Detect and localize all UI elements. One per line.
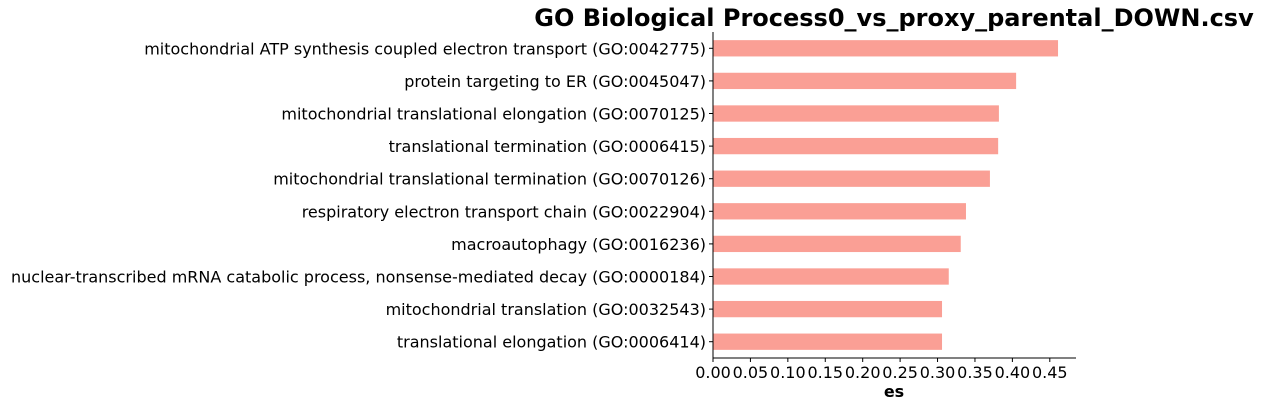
category-label: mitochondrial translation (GO:0032543) [386, 300, 706, 319]
bar [713, 170, 990, 187]
chart-title: GO Biological Process0_vs_proxy_parental… [534, 4, 1254, 32]
category-label: nuclear-transcribed mRNA catabolic proce… [11, 268, 706, 287]
bar [713, 40, 1059, 57]
bar [713, 235, 961, 253]
bar [713, 300, 943, 318]
x-tick-label: 0.25 [882, 363, 918, 382]
category-label: mitochondrial translational termination … [273, 170, 706, 189]
bar [713, 72, 1017, 90]
category-label: mitochondrial ATP synthesis coupled elec… [144, 39, 706, 58]
x-tick-label: 0.40 [995, 363, 1031, 382]
x-tick-label: 0.45 [1032, 363, 1068, 382]
category-label: protein targeting to ER (GO:0045047) [404, 72, 706, 91]
x-tick-label: 0.00 [695, 363, 731, 382]
bar [713, 268, 949, 285]
category-label: translational termination (GO:0006415) [389, 137, 706, 156]
bar [713, 203, 966, 220]
bars-group [713, 40, 1059, 350]
x-tick-label: 0.35 [957, 363, 993, 382]
x-tick-label: 0.20 [845, 363, 881, 382]
x-ticks: 0.00 0.05 0.10 0.15 0.20 0.25 0.30 0.35 0.40 0.45 [695, 358, 1068, 382]
x-tick-label: 0.05 [733, 363, 769, 382]
x-tick-label: 0.15 [807, 363, 843, 382]
category-labels: mitochondrial ATP synthesis coupled elec… [11, 39, 713, 352]
category-label: mitochondrial translational elongation (… [281, 105, 706, 124]
bar [713, 333, 943, 350]
bar [713, 137, 999, 155]
x-axis-label: es [884, 382, 904, 401]
x-tick-label: 0.10 [770, 363, 806, 382]
x-tick-label: 0.30 [920, 363, 956, 382]
category-label: respiratory electron transport chain (GO… [302, 202, 706, 221]
category-label: translational elongation (GO:0006414) [397, 333, 706, 352]
category-label: macroautophagy (GO:0016236) [451, 235, 706, 254]
bar [713, 105, 999, 122]
